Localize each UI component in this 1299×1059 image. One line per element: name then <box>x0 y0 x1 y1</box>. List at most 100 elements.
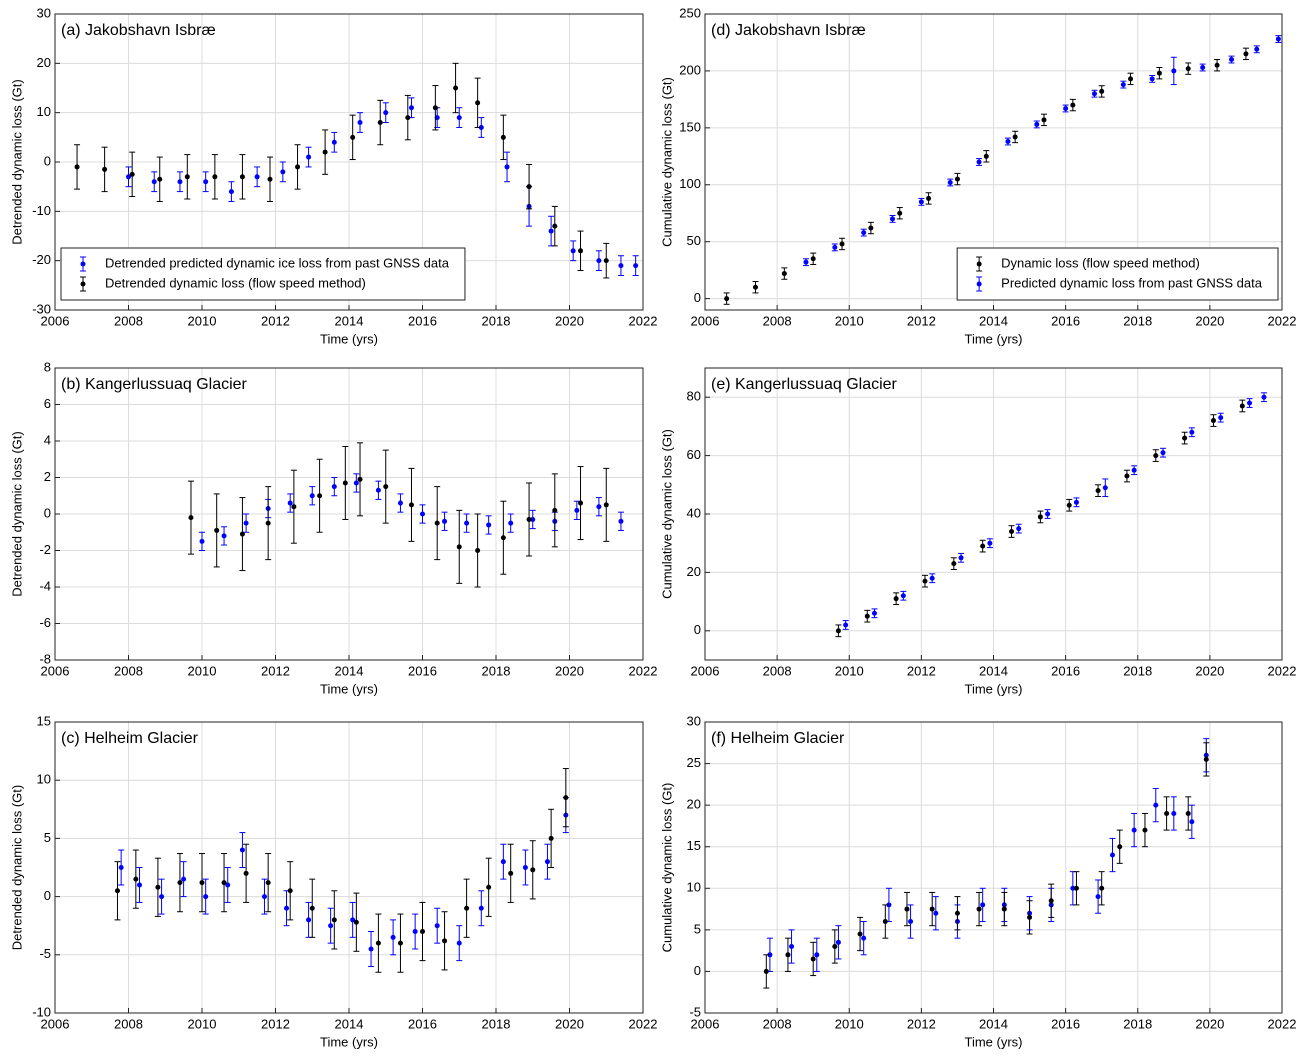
y-tick-label: 5 <box>694 921 701 936</box>
y-tick-label: 150 <box>679 119 701 134</box>
y-tick-label: 15 <box>37 713 51 728</box>
data-point <box>331 484 337 490</box>
data-point <box>1016 526 1022 532</box>
legend: Detrended predicted dynamic ice loss fro… <box>60 247 466 301</box>
data-point <box>570 248 576 254</box>
data-point <box>267 176 273 182</box>
data-point <box>1275 36 1281 42</box>
data-point <box>980 543 986 549</box>
x-tick-label: 2018 <box>1123 1016 1152 1031</box>
data-point <box>118 865 124 870</box>
data-point <box>987 540 993 546</box>
x-tick-label: 2010 <box>188 1016 217 1031</box>
data-point <box>353 480 359 486</box>
y-tick-label: -4 <box>39 578 51 593</box>
panel-title: (e) Kangerlussuaq Glacier <box>711 376 898 393</box>
data-point <box>526 184 532 190</box>
y-tick-label: -20 <box>32 252 51 267</box>
data-point <box>500 535 506 541</box>
data-point <box>578 248 584 254</box>
x-tick-label: 2020 <box>555 1016 584 1031</box>
data-point <box>1171 810 1177 816</box>
data-point <box>221 880 227 886</box>
data-point <box>803 259 809 265</box>
legend-marker <box>976 261 982 267</box>
data-point <box>177 880 183 886</box>
data-point <box>958 555 964 561</box>
data-point <box>603 502 609 508</box>
data-point <box>1099 88 1105 94</box>
y-tick-label: 20 <box>687 797 701 812</box>
x-tick-label: 2012 <box>261 313 290 328</box>
data-point <box>922 578 928 584</box>
x-tick-label: 2018 <box>482 663 511 678</box>
data-point <box>1048 898 1054 904</box>
y-tick-label: 6 <box>44 396 51 411</box>
y-tick-label: -10 <box>32 1004 51 1019</box>
data-point <box>1131 467 1137 473</box>
data-point <box>397 500 403 506</box>
panel-title: (a) Jakobshavn Isbræ <box>61 22 216 39</box>
y-tick-label: -10 <box>32 203 51 218</box>
data-point <box>1095 894 1101 900</box>
data-point <box>221 533 227 539</box>
data-point <box>306 154 312 160</box>
data-point <box>857 931 863 937</box>
data-point <box>151 179 157 185</box>
x-tick-label: 2020 <box>1195 1016 1224 1031</box>
data-point <box>265 880 271 886</box>
data-point <box>789 943 795 949</box>
data-point <box>861 935 867 941</box>
x-tick-label: 2006 <box>691 1016 720 1031</box>
data-point <box>548 228 554 234</box>
x-tick-label: 2020 <box>1195 313 1224 328</box>
legend-label: Detrended dynamic loss (flow speed metho… <box>105 275 366 290</box>
data-point <box>420 929 425 935</box>
x-tick-label: 2014 <box>335 1016 364 1031</box>
data-point <box>243 520 249 526</box>
data-point <box>1120 82 1126 88</box>
data-point <box>1160 450 1166 456</box>
data-point <box>1243 51 1249 57</box>
data-point <box>1182 435 1188 441</box>
x-tick-label: 2020 <box>1195 663 1224 678</box>
panel-title: (f) Helheim Glacier <box>711 730 845 747</box>
data-point <box>563 795 569 801</box>
data-point <box>929 906 935 912</box>
legend-box <box>60 247 466 301</box>
data-point <box>508 870 514 876</box>
data-point <box>239 531 245 537</box>
data-point <box>1091 91 1097 97</box>
y-tick-label: 10 <box>37 772 51 787</box>
panel: 2006 2008 2010 2012 2014 2016 2018 2020 2022-30-… <box>9 5 657 346</box>
data-point <box>331 139 337 145</box>
data-point <box>1153 802 1159 808</box>
data-point <box>486 884 492 890</box>
data-point <box>1117 844 1123 850</box>
data-point <box>434 115 440 121</box>
data-point <box>724 296 730 302</box>
x-tick-label: 2008 <box>114 1016 143 1031</box>
data-point <box>954 910 960 916</box>
x-tick-label: 2022 <box>629 663 658 678</box>
data-point <box>322 149 328 155</box>
axes-frame <box>704 13 1283 311</box>
y-tick-label: -30 <box>32 301 51 316</box>
data-point <box>1070 885 1076 891</box>
y-tick-label: 5 <box>44 830 51 845</box>
data-point <box>157 176 163 182</box>
data-point <box>291 504 297 510</box>
y-tick-label: 80 <box>687 389 701 404</box>
x-tick-label: 2006 <box>691 663 720 678</box>
y-axis-label: Detrended dynamic loss (Gt) <box>9 431 24 596</box>
data-point <box>1189 429 1195 435</box>
data-point <box>983 153 989 159</box>
data-point <box>456 940 462 946</box>
data-point <box>420 511 425 517</box>
data-point <box>126 174 131 180</box>
x-tick-label: 2010 <box>188 663 217 678</box>
data-point <box>239 847 245 853</box>
data-point <box>500 859 506 865</box>
data-point <box>1041 117 1047 123</box>
data-point <box>408 502 414 508</box>
